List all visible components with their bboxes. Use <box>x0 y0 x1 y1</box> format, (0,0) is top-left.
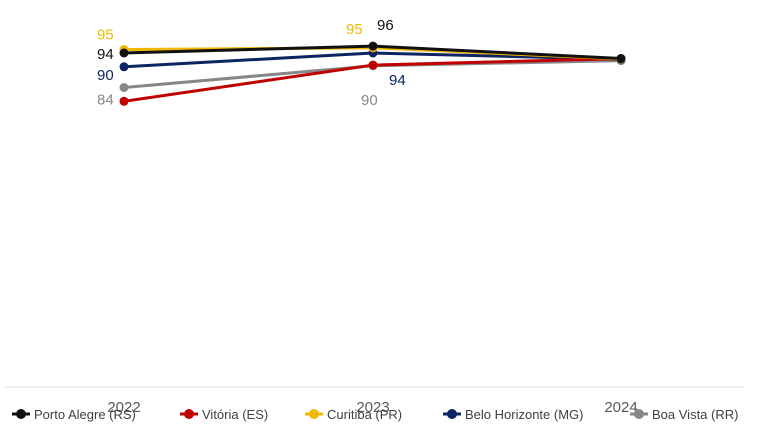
series-points <box>119 41 626 106</box>
data-point-vitoria-es-2023[interactable] <box>368 60 378 70</box>
data-label-boa-vista-rr-2022: 84 <box>97 92 114 109</box>
legend-label: Porto Alegre (RS) <box>34 407 136 422</box>
data-point-vitoria-es-2022[interactable] <box>119 96 129 106</box>
data-point-porto-alegre-rs-2022[interactable] <box>119 48 129 58</box>
legend-item-vitoria-es[interactable]: Vitória (ES) <box>180 407 268 422</box>
legend-item-porto-alegre-rs[interactable]: Porto Alegre (RS) <box>12 407 136 422</box>
data-label-boa-vista-rr-2023: 90 <box>361 92 378 109</box>
data-label-belo-horizonte-mg-2023: 94 <box>389 72 406 89</box>
data-point-belo-horizonte-mg-2022[interactable] <box>119 62 129 72</box>
data-label-belo-horizonte-mg-2022: 90 <box>97 67 114 84</box>
x-tick-label-2022: 2022 <box>107 399 140 416</box>
legend-dot-marker <box>184 409 194 419</box>
x-tick-label-2024: 2024 <box>604 399 637 416</box>
legend-item-curitiba-pr[interactable]: Curitiba (PR) <box>305 407 402 422</box>
legend-dot-marker <box>447 409 457 419</box>
legend-item-boa-vista-rr[interactable]: Boa Vista (RR) <box>630 407 738 422</box>
data-label-porto-alegre-rs-2022: 94 <box>97 46 114 63</box>
data-labels: 94 96 95 95 90 94 84 90 <box>97 17 406 109</box>
data-label-porto-alegre-rs-2023: 96 <box>377 17 394 34</box>
data-point-boa-vista-rr-2022[interactable] <box>119 83 129 92</box>
data-point-porto-alegre-rs-2023[interactable] <box>368 41 378 51</box>
legend-dot-marker <box>634 409 644 419</box>
legend-dot-marker <box>16 409 26 419</box>
legend-dot-marker <box>309 409 319 419</box>
legend-label: Vitória (ES) <box>202 407 268 422</box>
data-label-curitiba-pr-2023: 95 <box>346 21 363 38</box>
legend-label: Belo Horizonte (MG) <box>465 407 583 422</box>
legend-label: Boa Vista (RR) <box>652 407 738 422</box>
data-point-porto-alegre-rs-2024[interactable] <box>616 54 626 64</box>
legend[interactable]: Porto Alegre (RS) Vitória (ES) Curitiba (P… <box>12 407 738 422</box>
x-tick-label-2023: 2023 <box>356 399 389 416</box>
data-label-curitiba-pr-2022: 95 <box>97 27 114 44</box>
legend-item-belo-horizonte-mg[interactable]: Belo Horizonte (MG) <box>443 407 583 422</box>
legend-label: Curitiba (PR) <box>327 407 402 422</box>
x-axis: 2022 2023 2024 <box>107 399 637 416</box>
